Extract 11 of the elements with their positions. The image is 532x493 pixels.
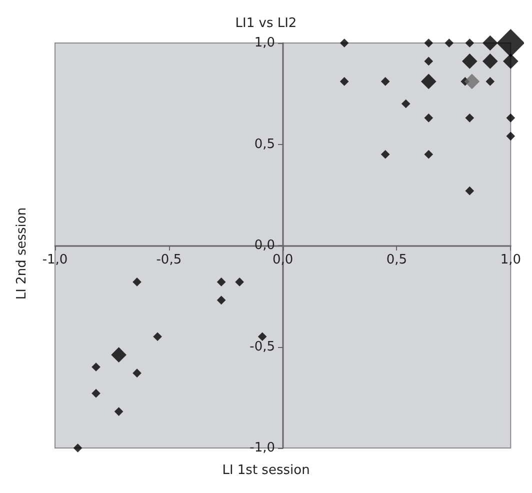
x-tick-label: 1,0	[500, 252, 522, 268]
chart-title: LI1 vs LI2	[235, 16, 297, 31]
x-axis-title: LI 1st session	[222, 463, 310, 478]
y-tick-label: -1,0	[250, 440, 275, 456]
x-tick-label: -1,0	[42, 252, 68, 268]
y-tick-label: 1,0	[254, 36, 275, 50]
x-tick-label: 0,5	[386, 252, 408, 268]
y-tick-label: -0,5	[250, 339, 275, 354]
x-tick-label: -0,5	[156, 252, 182, 268]
y-tick-label: 0,5	[254, 136, 275, 152]
y-axis-title: LI 2nd session	[14, 207, 30, 300]
